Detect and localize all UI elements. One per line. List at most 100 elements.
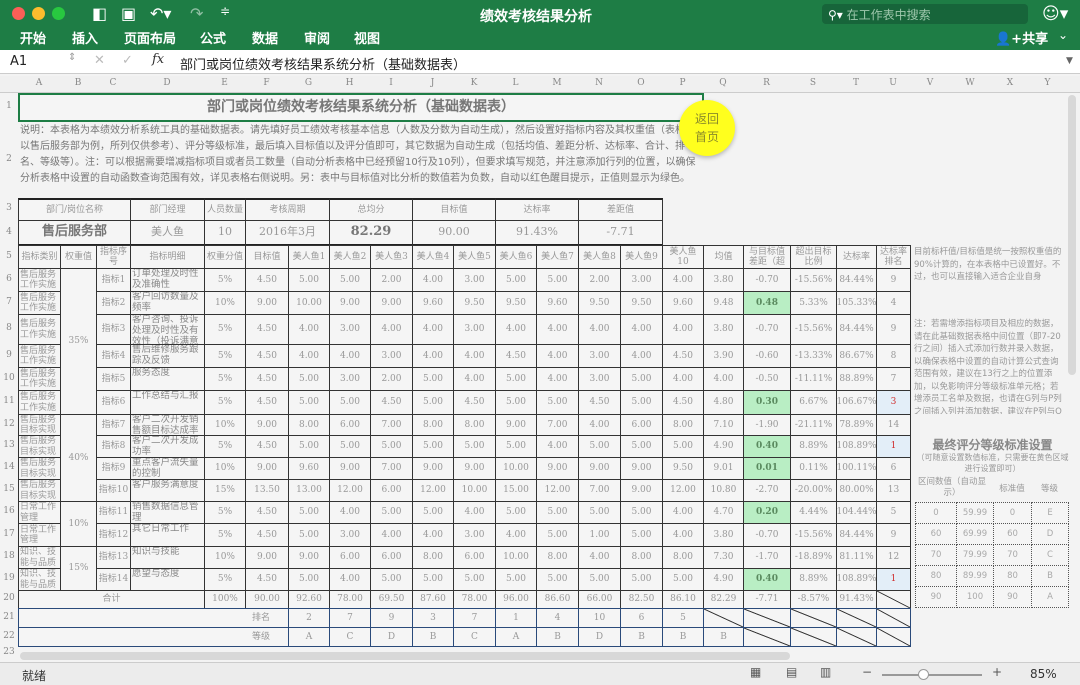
employee-score[interactable]: 2.00 <box>370 268 413 292</box>
indicator-code[interactable]: 指标4 <box>96 344 131 368</box>
grade-table-cell[interactable]: 70 <box>915 544 957 566</box>
employee-rank[interactable]: 10 <box>578 608 621 628</box>
empty-cell[interactable] <box>876 590 911 609</box>
total-score[interactable]: 86.10 <box>662 590 704 609</box>
column-title[interactable]: 美人鱼10 <box>662 245 704 269</box>
gap-to-target[interactable]: -0.60 <box>743 344 791 368</box>
employee-score[interactable]: 5.00 <box>620 523 663 547</box>
indicator-category[interactable]: 售后服务工作实施 <box>18 344 61 368</box>
employee-score[interactable]: 5.00 <box>536 390 579 415</box>
achievement-rank[interactable]: 6 <box>876 457 911 480</box>
indicator-category[interactable]: 日常工作管理 <box>18 523 61 547</box>
menu-0[interactable]: 开始 <box>20 32 47 47</box>
indicator-code[interactable]: 指标14 <box>96 568 131 591</box>
employee-score[interactable]: 5.00 <box>288 390 330 415</box>
summary-value[interactable]: 2016年3月 <box>245 220 330 246</box>
column-header-R[interactable]: R <box>763 78 770 88</box>
employee-score[interactable]: 5.00 <box>495 367 537 391</box>
target-value[interactable]: 4.50 <box>245 568 289 591</box>
employee-score[interactable]: 4.00 <box>412 523 454 547</box>
employee-score[interactable]: 4.00 <box>329 501 371 524</box>
indicator-category[interactable]: 售后服务目标实现 <box>18 414 61 436</box>
close-icon[interactable] <box>12 7 25 20</box>
grade-table-cell[interactable]: 89.99 <box>956 565 994 587</box>
employee-score[interactable]: 9.50 <box>495 291 537 315</box>
employee-score[interactable]: 9.60 <box>662 291 704 315</box>
column-title[interactable]: 与目标值差距（超 <box>743 245 791 269</box>
column-title[interactable]: 目标值 <box>245 245 289 269</box>
employee-score[interactable]: 3.00 <box>620 268 663 292</box>
employee-score[interactable]: 4.00 <box>329 344 371 368</box>
employee-score[interactable]: 8.00 <box>662 546 704 569</box>
employee-score[interactable]: 5.00 <box>412 390 454 415</box>
indicator-category[interactable]: 售后服务工作实施 <box>18 268 61 292</box>
summary-header[interactable]: 目标值 <box>412 198 496 221</box>
average[interactable]: 4.80 <box>703 390 744 415</box>
indicator-code[interactable]: 指标9 <box>96 457 131 480</box>
achievement-rank[interactable]: 1 <box>876 568 911 591</box>
row-header-8[interactable]: 8 <box>6 323 12 333</box>
row-header-6[interactable]: 6 <box>6 273 12 284</box>
achievement-rate[interactable]: 108.89% <box>836 435 877 458</box>
column-title[interactable]: 美人鱼8 <box>578 245 621 269</box>
employee-score[interactable]: 6.00 <box>370 479 413 502</box>
target-value[interactable]: 9.00 <box>245 414 289 436</box>
average[interactable]: 4.90 <box>703 568 744 591</box>
weight-score[interactable]: 5% <box>204 367 246 391</box>
indicator-detail[interactable]: 客户回访数量及频率 <box>130 291 205 315</box>
employee-score[interactable]: 8.00 <box>662 414 704 436</box>
grade-table-cell[interactable]: B <box>1031 565 1069 587</box>
achievement-rank[interactable]: 9 <box>876 268 911 292</box>
employee-grade[interactable]: B <box>536 627 579 647</box>
employee-score[interactable]: 9.50 <box>620 291 663 315</box>
achievement-rank[interactable]: 3 <box>876 390 911 415</box>
column-header-M[interactable]: M <box>552 78 562 88</box>
over-target-ratio[interactable]: 8.89% <box>790 435 837 458</box>
indicator-code[interactable]: 指标12 <box>96 523 131 547</box>
row-header-3[interactable]: 3 <box>6 203 12 213</box>
grade-table-cell[interactable]: 69.99 <box>956 523 994 545</box>
empty-cell[interactable] <box>743 627 791 647</box>
achievement-rate[interactable]: 80.00% <box>836 479 877 502</box>
column-header-W[interactable]: W <box>965 78 975 88</box>
confirm-icon[interactable]: ✓ <box>122 53 133 68</box>
column-header-H[interactable]: H <box>345 78 354 88</box>
grade-label[interactable]: 等级 <box>18 627 289 647</box>
row-header-10[interactable]: 10 <box>3 372 15 383</box>
target-value[interactable]: 4.50 <box>245 501 289 524</box>
row-header-7[interactable]: 7 <box>6 296 12 307</box>
grade-table-cell[interactable]: 59.99 <box>956 502 994 524</box>
employee-score[interactable]: 9.60 <box>288 457 330 480</box>
menu-1[interactable]: 插入 <box>72 32 99 47</box>
grade-table-cell[interactable]: 90 <box>993 586 1032 608</box>
column-header-J[interactable]: J <box>430 78 435 88</box>
grade-table-cell[interactable]: C <box>1031 544 1069 566</box>
target-value[interactable]: 4.50 <box>245 344 289 368</box>
over-target-ratio[interactable]: 4.44% <box>790 501 837 524</box>
employee-rank[interactable]: 5 <box>662 608 704 628</box>
employee-score[interactable]: 5.00 <box>412 501 454 524</box>
sidebar-icon[interactable]: ◧ <box>92 4 108 23</box>
target-value[interactable]: 9.00 <box>245 546 289 569</box>
empty-cell[interactable] <box>790 627 837 647</box>
column-header-I[interactable]: I <box>389 78 393 88</box>
achievement-rate[interactable]: 100.11% <box>836 457 877 480</box>
vertical-scrollbar[interactable] <box>1068 95 1076 375</box>
employee-score[interactable]: 4.00 <box>578 314 621 345</box>
employee-grade[interactable]: C <box>453 627 496 647</box>
indicator-code[interactable]: 指标8 <box>96 435 131 458</box>
search-input[interactable]: ⚲▾ 在工作表中搜索 <box>822 4 1028 24</box>
indicator-category[interactable]: 知识、技能与品质 <box>18 568 61 591</box>
employee-score[interactable]: 4.00 <box>453 344 496 368</box>
summary-value[interactable]: 91.43% <box>495 220 579 246</box>
employee-score[interactable]: 5.00 <box>370 568 413 591</box>
average[interactable]: 4.00 <box>703 367 744 391</box>
row-header-18[interactable]: 18 <box>3 551 15 561</box>
column-title[interactable]: 美人鱼3 <box>370 245 413 269</box>
average[interactable]: 3.80 <box>703 268 744 292</box>
page-layout-view-icon[interactable]: ▤ <box>786 665 798 679</box>
employee-score[interactable]: 4.00 <box>662 523 704 547</box>
over-target-ratio[interactable]: -15.56% <box>790 268 837 292</box>
employee-score[interactable]: 4.50 <box>662 344 704 368</box>
employee-score[interactable]: 4.00 <box>662 367 704 391</box>
